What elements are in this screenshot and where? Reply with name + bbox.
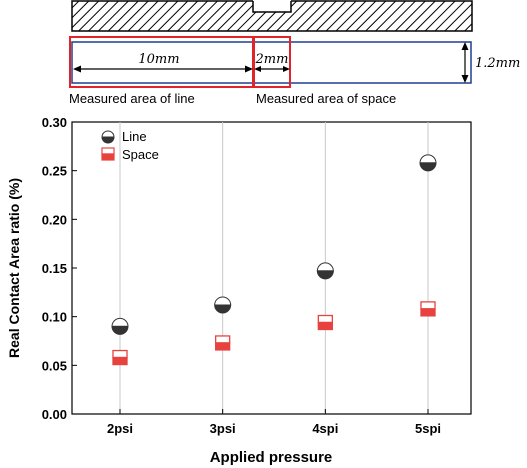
y-tick-label: 0.05 <box>42 358 67 373</box>
space-point-bottom <box>112 356 128 366</box>
space-point-bottom <box>420 308 436 317</box>
arrowhead <box>254 66 261 72</box>
line-point-top <box>111 317 129 327</box>
line-point-top <box>419 154 437 164</box>
space-point-top <box>112 349 128 359</box>
y-tick-label: 0.10 <box>42 310 67 325</box>
x-tick-label: 5spi <box>415 421 441 436</box>
line-point-bottom <box>316 270 334 280</box>
space-point <box>112 349 128 366</box>
legend-label-line: Line <box>122 129 147 144</box>
arrowhead <box>73 65 81 73</box>
plot-frame <box>71 121 472 415</box>
y-axis: 0.00 0.05 0.10 0.15 0.20 0.25 0.30 <box>42 115 77 422</box>
line-point <box>419 154 437 172</box>
legend-marker-space <box>101 147 115 161</box>
space-point-top <box>317 314 333 324</box>
space-point <box>420 301 436 317</box>
dim-10-label: 10mm <box>138 52 179 67</box>
x-tick-label: 2psi <box>107 421 133 436</box>
line-point-top <box>316 262 334 272</box>
space-point-bottom <box>215 342 231 351</box>
x-tick-label: 4spi <box>312 421 338 436</box>
y-tick-label: 0.25 <box>42 164 67 179</box>
line-point-bottom <box>111 325 129 335</box>
blue-strip <box>71 41 472 84</box>
label-line-area: Measured area of line <box>69 91 195 106</box>
y-tick-label: 0.00 <box>42 407 67 422</box>
arrowhead <box>245 65 253 73</box>
chart: 0.00 0.05 0.10 0.15 0.20 0.25 0.30 2psi 3psi 4sp… <box>6 115 472 466</box>
line-point-bottom <box>214 304 232 314</box>
legend: Line Space <box>101 129 159 162</box>
arrowhead <box>461 42 469 50</box>
dim-2-label: 2mm <box>255 52 289 67</box>
x-tick-label: 3psi <box>210 421 236 436</box>
space-point-top <box>215 335 231 344</box>
dim-height-label: 1.2mm <box>475 56 520 71</box>
groove-outline <box>252 1 292 13</box>
groove-notch <box>253 0 291 12</box>
data-marks <box>111 154 437 366</box>
schematic: 10mm 2mm 1.2mm Measured area of line Mea… <box>69 0 520 106</box>
space-area-box <box>252 36 291 88</box>
x-axis: 2psi 3psi 4spi 5spi <box>107 409 441 436</box>
line-point <box>111 317 129 335</box>
line-point <box>316 262 334 280</box>
arrowhead <box>283 66 290 72</box>
y-tick-label: 0.30 <box>42 115 67 130</box>
arrowhead <box>461 75 469 83</box>
y-tick-label: 0.15 <box>42 261 67 276</box>
legend-label-space: Space <box>122 147 159 162</box>
line-point <box>214 296 232 314</box>
line-point-bottom <box>419 162 437 172</box>
y-tick-label: 0.20 <box>42 212 67 227</box>
legend-marker-line <box>101 130 115 144</box>
label-space-area: Measured area of space <box>256 91 396 106</box>
x-axis-title: Applied pressure <box>210 449 333 466</box>
hatched-specimen <box>71 0 473 32</box>
gridlines <box>119 122 429 414</box>
y-axis-title: Real Contact Area ratio (%) <box>6 178 22 358</box>
space-point-bottom <box>317 321 333 331</box>
space-point <box>215 335 231 351</box>
space-point-top <box>420 301 436 310</box>
line-point-top <box>214 296 232 306</box>
space-point <box>317 314 333 331</box>
